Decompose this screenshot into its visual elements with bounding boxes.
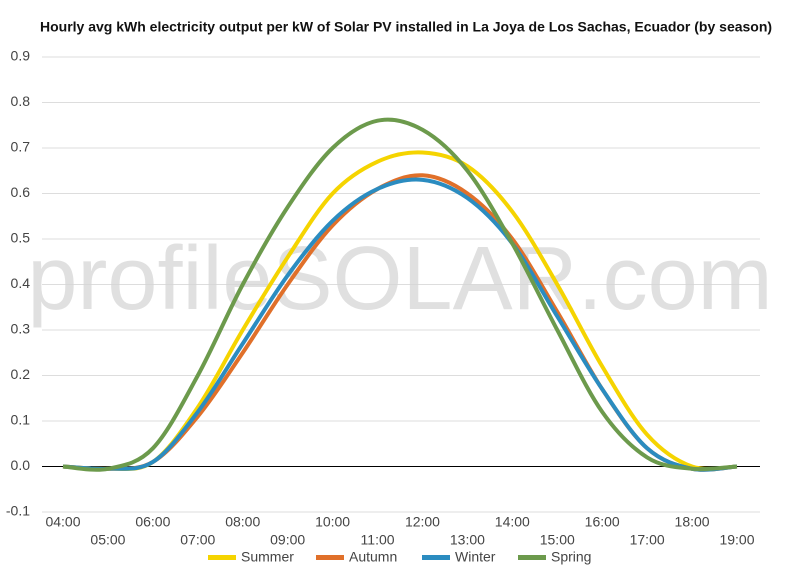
x-tick-label: 05:00 [90,532,125,548]
x-tick-label: 09:00 [270,532,305,548]
y-tick-label: 0.0 [11,457,31,473]
grid [42,56,760,513]
y-tick-label: 0.6 [11,184,31,200]
series-line [62,177,738,472]
plot [62,117,738,472]
y-tick-label: 0.1 [11,412,31,428]
x-tick-label: 07:00 [180,532,215,548]
legend-swatch [422,555,450,560]
y-tick-label: 0.2 [11,366,31,382]
x-tick-label: 08:00 [225,514,260,530]
y-tick-label: 0.7 [11,139,31,155]
legend-swatch [316,555,344,560]
x-tick-label: 17:00 [630,532,665,548]
x-tick-label: 13:00 [450,532,485,548]
y-tick-label: 0.5 [11,230,31,246]
x-tick-label: 16:00 [585,514,620,530]
y-tick-label: 0.8 [11,93,31,109]
legend-label: Autumn [349,549,397,565]
x-tick-label: 14:00 [495,514,530,530]
y-tick-label: 0.9 [11,48,31,64]
chart-title: Hourly avg kWh electricity output per kW… [40,19,772,35]
legend-label: Summer [241,549,294,565]
x-tick-label: 06:00 [135,514,170,530]
y-tick-label: 0.3 [11,321,31,337]
legend-label: Winter [455,549,496,565]
x-tick-label: 18:00 [675,514,710,530]
legend-swatch [518,555,546,560]
y-tick-label: -0.1 [6,503,30,519]
series-line [62,117,738,472]
legend-label: Spring [551,549,591,565]
legend-swatch [208,555,236,560]
x-tick-label: 11:00 [361,532,395,548]
x-tick-label: 15:00 [540,532,575,548]
x-tick-label: 10:00 [315,514,350,530]
x-tick-label: 12:00 [405,514,440,530]
x-tick-label: 04:00 [45,514,80,530]
y-tick-label: 0.4 [11,275,31,291]
x-tick-label: 19:00 [719,532,754,548]
watermark: profileSOLAR.com [27,229,772,329]
